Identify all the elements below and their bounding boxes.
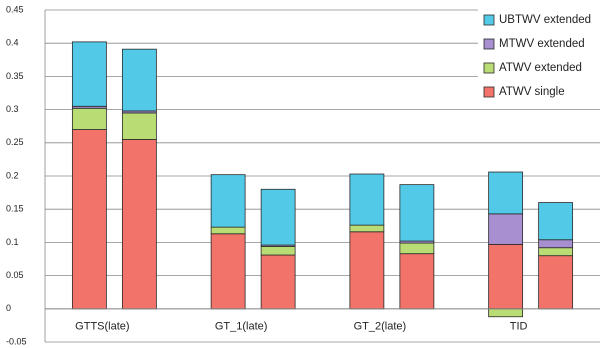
bar-segment bbox=[488, 243, 524, 310]
bar-segment bbox=[538, 239, 574, 249]
bar-segment bbox=[260, 254, 296, 310]
bar-segment bbox=[121, 139, 157, 310]
bar-segment bbox=[488, 171, 524, 215]
y-tick-label: 0.1 bbox=[6, 237, 19, 247]
x-tick-label: GTTS(late) bbox=[75, 321, 129, 333]
bar-segment bbox=[538, 202, 574, 241]
legend-label: ATWV extended bbox=[499, 62, 582, 74]
bar-segment bbox=[488, 213, 524, 245]
bar-segment bbox=[538, 247, 574, 257]
bar-segment bbox=[260, 188, 296, 246]
legend-label: MTWV extended bbox=[499, 38, 585, 50]
y-tick-label: 0 bbox=[6, 303, 11, 313]
x-tick-label: GT_1(late) bbox=[215, 321, 268, 333]
bar-segment bbox=[121, 48, 157, 112]
bar-segment bbox=[349, 231, 385, 310]
bar-segment bbox=[121, 112, 157, 140]
legend-swatch bbox=[483, 38, 495, 50]
bar-segment bbox=[399, 253, 435, 310]
bar-segment bbox=[538, 255, 574, 310]
bar-segment bbox=[210, 174, 246, 228]
y-tick-label: 0.25 bbox=[6, 137, 24, 147]
y-tick-label: 0.4 bbox=[6, 38, 19, 48]
y-tick-label: 0.45 bbox=[6, 4, 24, 14]
legend-swatch bbox=[483, 86, 495, 98]
bar-segment bbox=[349, 224, 385, 233]
bar-segment bbox=[71, 107, 107, 130]
bar-segment bbox=[488, 308, 524, 318]
legend-label: UBTWV extended bbox=[499, 14, 591, 26]
y-tick-label: 0.3 bbox=[6, 104, 19, 114]
y-tick-label: -0.05 bbox=[6, 336, 27, 346]
bar-segment bbox=[210, 226, 246, 235]
bar-segment bbox=[349, 173, 385, 226]
legend-label: ATWV single bbox=[499, 86, 565, 98]
bar-segment bbox=[399, 242, 435, 255]
bar-segment bbox=[210, 233, 246, 310]
x-tick-label: GT_2(late) bbox=[354, 321, 407, 333]
legend: ATWV single ATWV extended MTWV extended UBT… bbox=[478, 6, 602, 104]
y-tick-label: 0.15 bbox=[6, 204, 24, 214]
y-tick-label: 0.05 bbox=[6, 270, 24, 280]
legend-swatch bbox=[483, 14, 495, 26]
bar-segment bbox=[71, 129, 107, 310]
y-tick-label: 0.35 bbox=[6, 71, 24, 81]
legend-swatch bbox=[483, 62, 495, 74]
bar-segment bbox=[260, 245, 296, 256]
bar-segment bbox=[71, 41, 107, 107]
x-tick-label: TID bbox=[510, 321, 528, 333]
y-tick-label: 0.2 bbox=[6, 170, 19, 180]
legend-box bbox=[478, 6, 602, 104]
bar-segment bbox=[399, 184, 435, 242]
